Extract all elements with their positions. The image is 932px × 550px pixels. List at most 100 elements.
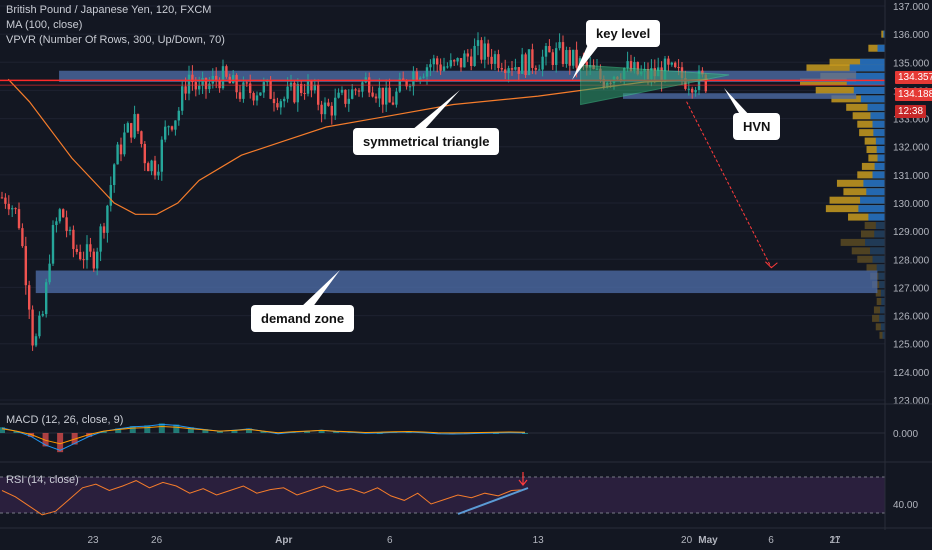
macd-histogram-bar: [304, 431, 311, 433]
candle-body: [11, 208, 14, 210]
macd-histogram-bar: [115, 428, 122, 433]
macd-histogram-bar: [129, 426, 136, 433]
macd-histogram-bar: [57, 433, 64, 453]
vpvr-bar-up: [876, 264, 885, 272]
price-tag-upper: 134.357: [895, 71, 932, 84]
candle-body: [140, 131, 143, 144]
vpvr-bar: [864, 222, 885, 230]
candle-body: [14, 208, 17, 210]
candle-body: [96, 251, 99, 269]
candle-body: [150, 160, 153, 172]
candle-body: [361, 82, 364, 92]
macd-histogram-bar: [42, 433, 49, 447]
projection-arrow: [686, 101, 772, 268]
candle-body: [327, 102, 330, 106]
macd-histogram-bar: [216, 431, 223, 433]
rsi-line: [1, 480, 526, 516]
vpvr-bar-up: [860, 196, 885, 204]
y-axis-tick-label: 137.000: [893, 2, 930, 13]
rsi-trendline: [457, 487, 529, 515]
vpvr-bar-up: [879, 314, 885, 322]
candle-body: [0, 197, 4, 199]
key-level-zone: [59, 70, 857, 82]
candle-body: [164, 126, 167, 140]
x-axis-tick-label: Apr: [275, 535, 292, 546]
candle-body: [126, 123, 129, 133]
vpvr-bar: [864, 137, 885, 145]
y-axis-tick-label: 129.000: [893, 227, 930, 238]
candle-body: [109, 185, 112, 206]
candle-body: [62, 209, 65, 218]
candle-body: [521, 54, 524, 74]
candle-body: [147, 163, 150, 172]
candle-body: [7, 203, 10, 210]
x-axis-tick-label: 23: [87, 535, 99, 546]
candle-body: [636, 62, 639, 75]
candle-body: [388, 87, 391, 103]
candle-body: [422, 76, 425, 78]
candle-body: [691, 88, 694, 93]
vpvr-bar-up: [880, 289, 885, 297]
candle-body: [242, 82, 245, 99]
hvn-callout: HVN: [733, 113, 781, 140]
candle-body: [245, 82, 248, 84]
vpvr-bar-up: [873, 129, 885, 137]
macd-histogram-bar: [13, 431, 20, 433]
vpvr-bar: [861, 162, 885, 170]
vpvr-bar-up: [866, 188, 885, 196]
candle-body: [483, 43, 486, 60]
vpvr-bar-up: [846, 78, 885, 86]
vpvr-indicator-label: VPVR (Number Of Rows, 300, Up/Down, 70): [6, 34, 225, 46]
symmetrical-triangle-callout: symmetrical triangle: [353, 128, 500, 155]
candle-body: [55, 221, 58, 226]
candle-body: [347, 98, 350, 104]
candle-body: [116, 144, 119, 165]
candle-body: [425, 67, 429, 77]
candle-body: [334, 97, 337, 116]
candle-body: [429, 64, 432, 68]
candle-body: [500, 68, 503, 70]
vpvr-bar-up: [880, 306, 885, 314]
candle-body: [357, 90, 361, 92]
candle-body: [476, 40, 480, 46]
candle-body: [82, 259, 85, 261]
candle-body: [330, 105, 333, 116]
y-axis-tick-label: 126.000: [893, 312, 930, 323]
candle-body: [255, 95, 259, 101]
candle-body: [201, 77, 204, 86]
candle-body: [694, 89, 697, 93]
candle-body: [544, 46, 548, 57]
vpvr-bar: [852, 112, 885, 120]
candle-body: [48, 263, 51, 283]
macd-histogram-bar: [333, 431, 340, 433]
candle-body: [412, 71, 415, 87]
macd-histogram-bar: [522, 433, 528, 434]
candle-body: [548, 46, 551, 53]
vpvr-bar-up: [883, 30, 885, 38]
macd-histogram-bar: [187, 427, 194, 433]
y-axis-tick-label: 130.000: [893, 199, 930, 210]
vpvr-bar: [866, 264, 885, 272]
vpvr-bar-up: [882, 331, 885, 339]
vpvr-bar-up: [870, 112, 885, 120]
candle-body: [174, 120, 177, 130]
candle-body: [538, 69, 541, 71]
countdown-tag: 12:38: [895, 105, 927, 118]
candle-body: [674, 62, 677, 68]
candle-body: [51, 225, 55, 264]
symbol-title: British Pound / Japanese Yen, 120, FXCM: [6, 4, 212, 16]
candle-body: [415, 71, 418, 81]
x-axis-tick-label: May: [698, 535, 718, 546]
candle-body: [531, 49, 534, 68]
vpvr-bar: [872, 281, 885, 289]
candle-body: [667, 58, 670, 65]
candle-body: [524, 54, 527, 76]
candle-body: [558, 42, 561, 49]
candle-body: [439, 64, 442, 71]
vpvr-bar-up: [876, 146, 885, 154]
vpvr-bar: [875, 289, 885, 297]
candle-body: [123, 132, 126, 155]
vpvr-bar: [876, 298, 885, 305]
